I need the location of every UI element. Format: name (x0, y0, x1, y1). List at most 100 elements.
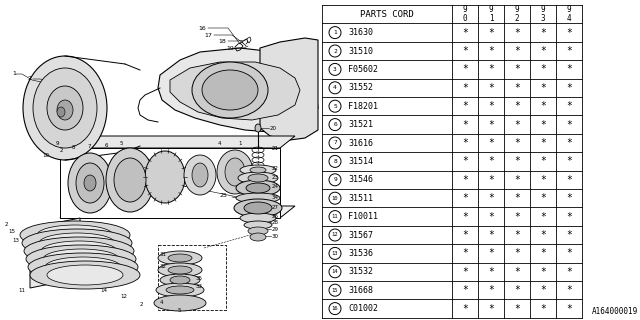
Text: *: * (462, 28, 468, 38)
Text: *: * (462, 193, 468, 203)
Ellipse shape (158, 251, 202, 265)
Text: 31521: 31521 (348, 120, 373, 129)
Text: *: * (540, 138, 546, 148)
Text: 30: 30 (272, 234, 279, 238)
Ellipse shape (244, 221, 272, 229)
Text: 7: 7 (333, 140, 337, 146)
Ellipse shape (246, 183, 270, 193)
Text: 2: 2 (60, 148, 63, 153)
Text: 20: 20 (270, 125, 277, 131)
Text: 31567: 31567 (348, 230, 373, 239)
Ellipse shape (236, 193, 280, 203)
Polygon shape (60, 206, 295, 218)
Text: *: * (514, 156, 520, 166)
Text: 11: 11 (18, 287, 25, 292)
Ellipse shape (217, 150, 253, 194)
Ellipse shape (47, 265, 123, 285)
Text: 23: 23 (272, 174, 279, 180)
Text: 9
2: 9 2 (515, 5, 519, 23)
Text: 9
4: 9 4 (566, 5, 572, 23)
Polygon shape (60, 148, 280, 218)
Polygon shape (260, 38, 318, 140)
Text: *: * (566, 193, 572, 203)
Text: *: * (462, 304, 468, 314)
Text: 29: 29 (272, 227, 279, 231)
Text: *: * (566, 285, 572, 295)
Text: 15: 15 (332, 288, 339, 293)
Circle shape (329, 137, 341, 149)
Text: 22: 22 (272, 165, 279, 171)
Text: *: * (540, 248, 546, 259)
Text: *: * (540, 28, 546, 38)
Text: 33: 33 (196, 284, 203, 290)
Text: *: * (488, 175, 494, 185)
Text: *: * (488, 83, 494, 93)
Text: *: * (462, 285, 468, 295)
Text: 7: 7 (88, 143, 92, 148)
Text: 6: 6 (105, 142, 109, 148)
Text: *: * (488, 230, 494, 240)
Circle shape (329, 211, 341, 223)
Text: *: * (566, 101, 572, 111)
Text: 27: 27 (272, 204, 279, 210)
Text: *: * (462, 64, 468, 75)
Bar (322, 5, 582, 318)
Text: 1: 1 (333, 30, 337, 35)
Ellipse shape (154, 295, 206, 311)
Text: 9
3: 9 3 (541, 5, 545, 23)
Text: 31511: 31511 (348, 194, 373, 203)
Ellipse shape (240, 213, 276, 223)
Text: F10011: F10011 (348, 212, 378, 221)
Text: 31552: 31552 (348, 83, 373, 92)
Ellipse shape (248, 174, 268, 182)
Text: *: * (566, 28, 572, 38)
Ellipse shape (76, 163, 104, 203)
Text: 2: 2 (28, 76, 32, 81)
Text: *: * (462, 175, 468, 185)
Text: 17: 17 (204, 33, 212, 37)
Ellipse shape (248, 227, 268, 235)
Ellipse shape (23, 56, 107, 160)
Ellipse shape (192, 163, 208, 187)
Text: *: * (488, 138, 494, 148)
Text: *: * (540, 46, 546, 56)
Ellipse shape (114, 158, 146, 202)
Ellipse shape (39, 233, 115, 253)
Text: 5: 5 (120, 140, 124, 146)
Circle shape (329, 284, 341, 296)
Ellipse shape (24, 237, 134, 265)
Text: *: * (488, 120, 494, 130)
Ellipse shape (43, 249, 119, 269)
Text: *: * (488, 212, 494, 221)
Text: *: * (566, 120, 572, 130)
Text: *: * (566, 175, 572, 185)
Text: 34: 34 (272, 195, 279, 199)
Text: 26: 26 (272, 213, 279, 219)
Text: *: * (462, 267, 468, 277)
Ellipse shape (33, 68, 97, 148)
Text: 4: 4 (218, 140, 221, 146)
Circle shape (329, 266, 341, 278)
Text: 8: 8 (72, 145, 76, 149)
Polygon shape (60, 136, 295, 148)
Text: *: * (514, 267, 520, 277)
Text: 25: 25 (220, 193, 228, 197)
Text: 2: 2 (333, 49, 337, 53)
Text: 18: 18 (218, 38, 226, 44)
Ellipse shape (168, 266, 192, 274)
Text: 9: 9 (56, 140, 60, 146)
Polygon shape (170, 62, 300, 120)
Circle shape (329, 156, 341, 167)
Text: 10: 10 (332, 196, 339, 201)
Text: PARTS CORD: PARTS CORD (360, 10, 414, 19)
Ellipse shape (234, 199, 282, 217)
Text: 13: 13 (332, 251, 339, 256)
Text: 9: 9 (333, 177, 337, 182)
Ellipse shape (22, 229, 132, 257)
Text: *: * (462, 101, 468, 111)
Text: *: * (566, 248, 572, 259)
Text: *: * (462, 212, 468, 221)
Text: 5: 5 (178, 308, 182, 313)
Text: 1: 1 (12, 70, 16, 76)
Ellipse shape (225, 158, 245, 186)
